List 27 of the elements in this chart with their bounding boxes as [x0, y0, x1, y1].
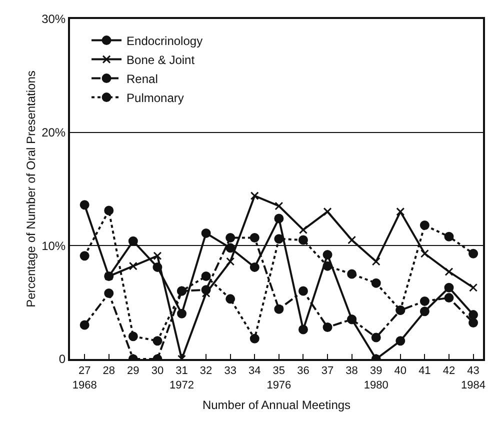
- x-tick-label: 42: [442, 365, 456, 378]
- x-tick-label: 40: [394, 365, 407, 378]
- y-tick-label: 20%: [42, 126, 66, 140]
- x-tick-label: 27 1968: [72, 365, 97, 392]
- x-tick-label: 29: [127, 365, 140, 378]
- x-tick-label: 39 1980: [364, 365, 388, 392]
- legend-label: Pulmonary: [126, 90, 184, 105]
- x-tick-label: 32: [200, 365, 212, 378]
- x-tick-label: 41: [418, 365, 431, 378]
- y-tick-label: 10%: [42, 238, 66, 253]
- x-axis-title: Number of Annual Meetings: [202, 398, 351, 412]
- x-tick-label: 31 1972: [170, 365, 194, 392]
- x-tick-label: 34: [248, 365, 261, 378]
- x-tick-label: 37: [321, 365, 334, 378]
- x-tick-label: 36: [297, 365, 310, 378]
- y-axis-title: Percentage of Number of Oral Presentations: [24, 70, 38, 308]
- x-tick-label: 33: [224, 365, 236, 378]
- x-tick-label: 38: [346, 365, 358, 378]
- x-tick-label: 35 1976: [266, 365, 292, 392]
- x-tick-label: 28: [102, 365, 115, 378]
- legend-label: Renal: [126, 72, 158, 86]
- legend-label: Endocrinology: [126, 34, 203, 48]
- y-tick-label: 30%: [42, 12, 66, 26]
- y-tick-label: 0: [58, 352, 66, 366]
- x-tick-label: 30: [151, 365, 164, 378]
- x-tick-label: 43 1984: [461, 365, 486, 392]
- legend-label: Bone & Joint: [126, 52, 196, 67]
